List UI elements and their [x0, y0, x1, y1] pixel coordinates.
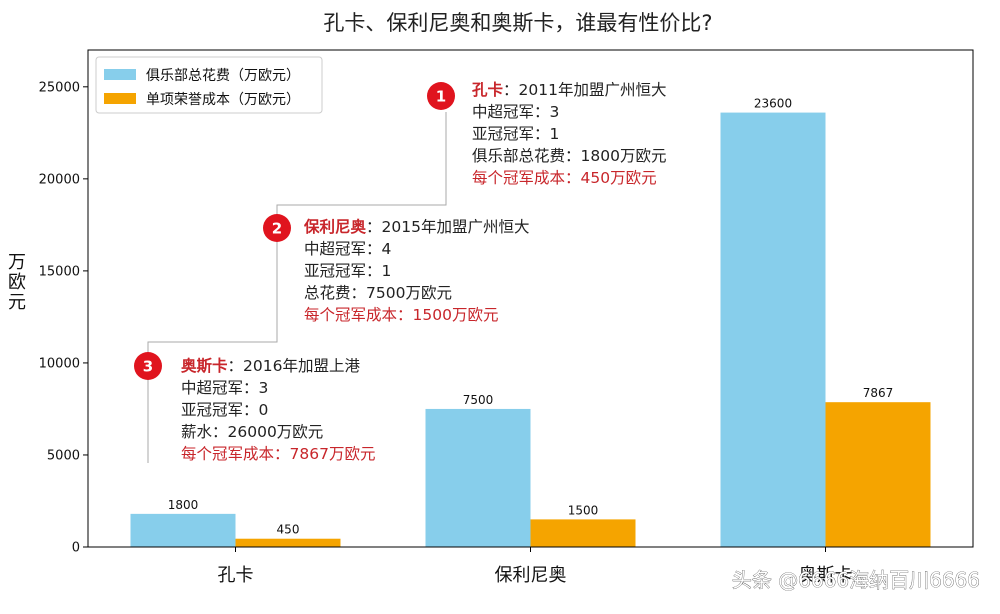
legend: 俱乐部总花费（万欧元） 单项荣誉成本（万欧元） [95, 56, 323, 114]
y-tick-label: 0 [72, 541, 80, 556]
y-tick-label: 15000 [39, 264, 80, 279]
annotation-line: 薪水：26000万欧元 [181, 423, 323, 441]
annotation-text-span: 亚冠冠军：1 [472, 125, 559, 143]
legend-box [95, 56, 323, 114]
annotation-text-span: 奥斯卡 [181, 356, 228, 375]
annotation-badge [427, 82, 455, 110]
annotation-line: 中超冠军：3 [472, 103, 559, 121]
bar-data-label: 450 [277, 523, 300, 537]
bars-layer: 1800 450 7500 1500 23600 7867 [130, 97, 931, 548]
annotation-text-span: 保利尼奥 [303, 217, 367, 236]
y-axis-label-char: 万 [8, 252, 26, 273]
annotation-text-span: 总花费：7500万欧元 [304, 284, 452, 302]
y-tick-label: 10000 [39, 356, 80, 371]
legend-swatch [104, 69, 136, 80]
annotation-text-span: 每个冠军成本：7867万欧元 [181, 445, 375, 463]
annotation-text-span: 每个冠军成本：1500万欧元 [304, 306, 498, 324]
annotation-text-span: 每个冠军成本：450万欧元 [472, 169, 657, 187]
annotation-text-span: 俱乐部总花费：1800万欧元 [472, 147, 666, 165]
y-tick-label: 25000 [39, 80, 80, 95]
watermark-text: 头条 @6666海纳百川6666 [732, 568, 980, 592]
annotation-badge [134, 352, 162, 380]
annotation-text-span: 孔卡 [472, 80, 504, 99]
annotation-line: 亚冠冠军：1 [472, 125, 559, 143]
bar-total-cost [130, 513, 236, 547]
annotation-line: 奥斯卡：2016年加盟上港 [181, 356, 360, 375]
annotation-line: 亚冠冠军：1 [304, 262, 391, 280]
legend-label: 单项荣誉成本（万欧元） [146, 92, 300, 108]
annotation-block: 1 孔卡：2011年加盟广州恒大中超冠军：3亚冠冠军：1俱乐部总花费：1800万欧… [427, 80, 666, 187]
y-tick-label: 5000 [47, 448, 80, 463]
annotation-badge-number: 3 [143, 358, 153, 376]
annotation-badge-number: 1 [436, 88, 446, 106]
bar-data-label: 7867 [863, 386, 894, 400]
bar-honor-cost [530, 519, 636, 547]
legend-label: 俱乐部总花费（万欧元） [146, 68, 300, 84]
chart-title: 孔卡、保利尼奥和奥斯卡，谁最有性价比? [323, 11, 712, 35]
annotation-line: 中超冠军：4 [304, 240, 391, 258]
legend-swatch [104, 93, 136, 104]
annotation-line: 每个冠军成本：450万欧元 [472, 169, 657, 187]
bar-data-label: 1500 [568, 503, 599, 517]
annotations-layer: 1 孔卡：2011年加盟广州恒大中超冠军：3亚冠冠军：1俱乐部总花费：1800万欧… [134, 80, 666, 463]
annotation-block: 3 奥斯卡：2016年加盟上港中超冠军：3亚冠冠军：0薪水：26000万欧元每个冠… [134, 352, 375, 463]
annotation-line: 亚冠冠军：0 [181, 401, 268, 419]
bar-data-label: 7500 [463, 393, 494, 407]
annotation-line: 每个冠军成本：7867万欧元 [181, 445, 375, 463]
annotation-text-span: 中超冠军：4 [304, 240, 391, 258]
annotation-line: 总花费：7500万欧元 [304, 284, 452, 302]
x-tick-label: 保利尼奥 [495, 565, 567, 586]
y-axis-label-char: 元 [8, 292, 26, 313]
annotation-text-span: 薪水：26000万欧元 [181, 423, 323, 441]
annotation-block: 2 保利尼奥：2015年加盟广州恒大中超冠军：4亚冠冠军：1总花费：7500万欧元… [263, 214, 529, 324]
annotation-line: 保利尼奥：2015年加盟广州恒大 [303, 217, 529, 236]
annotation-line: 中超冠军：3 [181, 379, 268, 397]
annotation-text-span: 中超冠军：3 [472, 103, 559, 121]
annotation-badge [263, 214, 291, 242]
x-tick-label: 孔卡 [218, 565, 254, 586]
annotation-text-span: 中超冠军：3 [181, 379, 268, 397]
annotation-text-span: ：2015年加盟广州恒大 [366, 218, 529, 236]
y-axis-label: 万欧元 [8, 252, 26, 313]
annotation-text-span: ：2016年加盟上港 [228, 357, 361, 375]
annotation-text-span: 亚冠冠军：0 [181, 401, 268, 419]
y-axis-label-char: 欧 [8, 272, 26, 293]
annotation-badge-number: 2 [272, 220, 282, 238]
bar-data-label: 23600 [754, 97, 792, 111]
bar-total-cost [720, 112, 826, 548]
annotation-line: 孔卡：2011年加盟广州恒大 [472, 80, 666, 99]
y-tick-label: 20000 [39, 172, 80, 187]
bar-honor-cost [825, 402, 931, 547]
annotation-text-span: 亚冠冠军：1 [304, 262, 391, 280]
bar-data-label: 1800 [168, 498, 199, 512]
annotation-text-span: ：2011年加盟广州恒大 [503, 81, 666, 99]
annotation-line: 俱乐部总花费：1800万欧元 [472, 147, 666, 165]
annotation-line: 每个冠军成本：1500万欧元 [304, 306, 498, 324]
bar-total-cost [425, 408, 531, 547]
bar-honor-cost [235, 538, 341, 547]
x-tick-label: 奥斯卡 [799, 565, 853, 586]
